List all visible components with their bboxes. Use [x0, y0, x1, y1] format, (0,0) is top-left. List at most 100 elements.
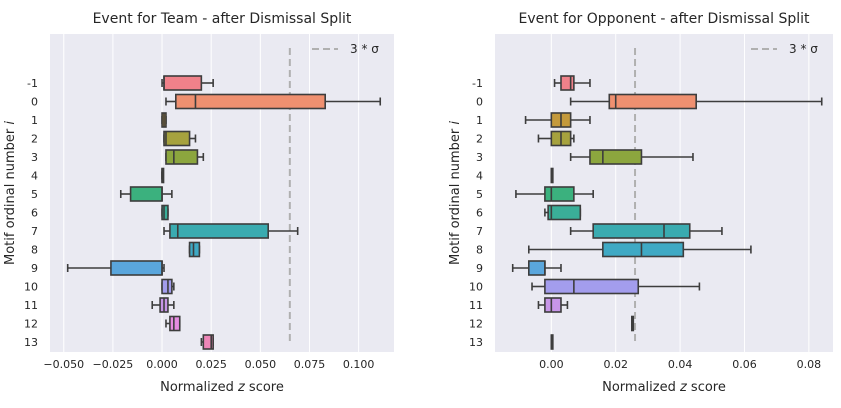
y-axis-label: Motif ordinal number i — [3, 121, 18, 265]
y-tick-label: 11 — [24, 299, 38, 312]
box-iqr — [161, 204, 169, 221]
box-11 — [537, 297, 569, 313]
box-8 — [188, 241, 201, 258]
plot-area — [50, 34, 394, 352]
box-iqr — [589, 149, 643, 165]
box-2 — [163, 130, 197, 147]
box-13 — [200, 334, 214, 350]
y-tick-label: 9 — [476, 262, 483, 275]
box-iqr — [547, 204, 582, 221]
box-1 — [524, 112, 591, 128]
box-iqr — [163, 75, 203, 91]
y-tick-label: 7 — [31, 225, 38, 238]
x-tick-label: 0.00 — [539, 358, 564, 371]
box-0 — [165, 93, 382, 110]
box-iqr — [602, 241, 685, 258]
y-tick-label: 10 — [469, 281, 483, 294]
box-iqr — [165, 149, 199, 165]
x-tick-label: 0.100 — [343, 358, 375, 371]
box-iqr — [544, 186, 575, 202]
x-tick-label: 0.025 — [195, 358, 227, 371]
box-5 — [515, 186, 594, 202]
chart-title: Event for Team - after Dismissal Split — [93, 11, 352, 27]
y-tick-label: 2 — [476, 133, 483, 146]
y-tick-label: 12 — [24, 318, 38, 331]
box-9 — [66, 260, 165, 276]
x-axis-label: Normalized z score — [602, 380, 726, 395]
box-3 — [569, 149, 694, 165]
box-0 — [569, 93, 823, 110]
legend: 3 * σ — [312, 42, 379, 56]
x-tick-label: 0.08 — [797, 358, 822, 371]
y-tick-label: 12 — [469, 318, 483, 331]
y-tick-label: 4 — [31, 170, 38, 183]
box--1 — [553, 75, 591, 91]
y-tick-label: 7 — [476, 225, 483, 238]
box-2 — [537, 130, 575, 147]
chart-panel-1: −0.050 −0.025 0.000 0.025 0.050 0.075 0.100 -1 0… — [3, 11, 394, 395]
chart-title: Event for Opponent - after Dismissal Spl… — [518, 11, 810, 27]
box-12 — [165, 315, 181, 332]
y-tick-label: 13 — [469, 336, 483, 349]
box-4 — [550, 167, 554, 184]
box-10 — [531, 278, 701, 295]
y-tick-label: 11 — [469, 299, 483, 312]
y-tick-label: 6 — [31, 207, 38, 220]
legend-label: 3 * σ — [789, 42, 818, 56]
box-5 — [119, 186, 173, 202]
box-12 — [631, 315, 635, 332]
box-13 — [550, 334, 554, 350]
box-3 — [165, 149, 205, 165]
y-tick-label: 3 — [31, 151, 38, 164]
box-iqr — [188, 241, 201, 258]
box-iqr — [169, 315, 181, 332]
box-iqr — [175, 93, 326, 110]
y-tick-label: 8 — [31, 244, 38, 257]
x-tick-label: 0.000 — [146, 358, 178, 371]
box-iqr — [169, 223, 269, 239]
box-9 — [511, 260, 562, 276]
y-tick-label: 8 — [476, 244, 483, 257]
y-tick-label: 5 — [31, 188, 38, 201]
box-8 — [527, 241, 752, 258]
box--1 — [161, 75, 214, 91]
box-iqr — [110, 260, 163, 276]
legend-label: 3 * σ — [350, 42, 379, 56]
box-1 — [161, 112, 167, 128]
box-iqr — [608, 93, 697, 110]
x-axis-label: Normalized z score — [160, 380, 284, 395]
x-tick-label: 0.06 — [732, 358, 757, 371]
x-tick-label: 0.050 — [245, 358, 277, 371]
box-iqr — [161, 278, 173, 295]
box-iqr — [592, 223, 691, 239]
box-10 — [161, 278, 175, 295]
box-7 — [163, 223, 299, 239]
y-tick-label: 10 — [24, 281, 38, 294]
y-tick-label: 5 — [476, 188, 483, 201]
box-iqr — [560, 75, 575, 91]
box-7 — [569, 223, 723, 239]
y-tick-label: 1 — [476, 114, 483, 127]
box-4 — [161, 167, 165, 184]
box-6 — [161, 204, 169, 221]
box-iqr — [129, 186, 163, 202]
box-iqr — [527, 260, 546, 276]
x-tick-label: −0.025 — [93, 358, 134, 371]
box-11 — [151, 297, 175, 313]
x-tick-label: 0.04 — [668, 358, 693, 371]
y-tick-label: 0 — [476, 96, 483, 109]
y-tick-label: 13 — [24, 336, 38, 349]
y-axis-label: Motif ordinal number i — [448, 121, 463, 265]
y-tick-label: -1 — [472, 77, 483, 90]
x-tick-label: 0.075 — [294, 358, 326, 371]
box-iqr — [202, 334, 214, 350]
y-tick-label: 1 — [31, 114, 38, 127]
y-tick-label: -1 — [27, 77, 38, 90]
box-iqr — [544, 297, 562, 313]
x-tick-label: 0.02 — [603, 358, 628, 371]
y-tick-label: 3 — [476, 151, 483, 164]
x-tick-label: −0.050 — [43, 358, 84, 371]
box-iqr — [544, 278, 640, 295]
